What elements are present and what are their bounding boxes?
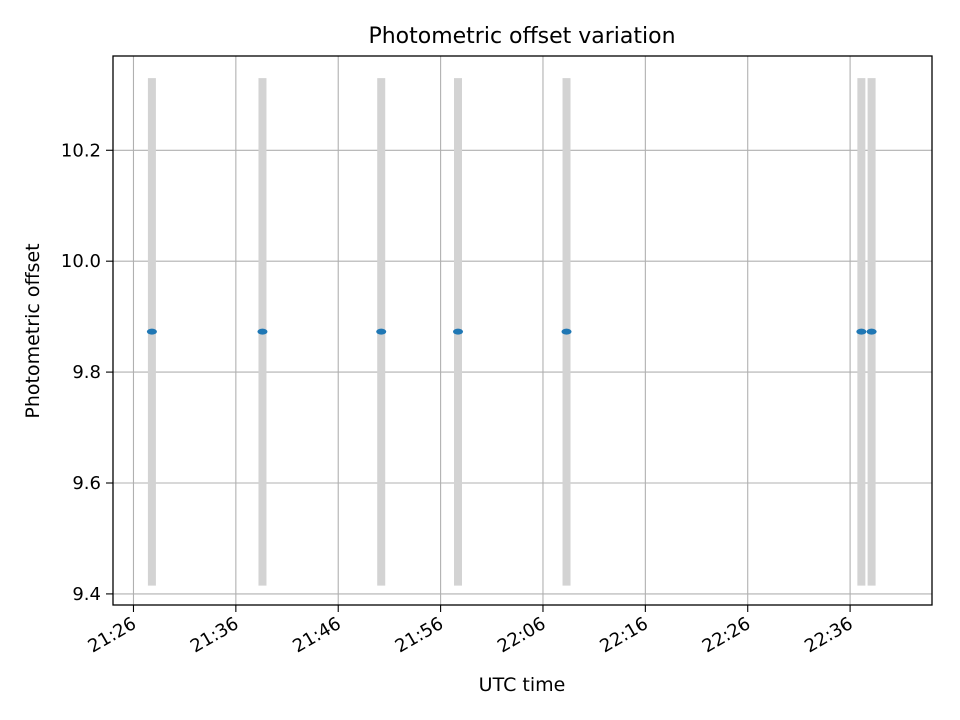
data-point <box>376 328 387 335</box>
plot-area-frame <box>112 55 933 606</box>
data-point <box>257 328 268 335</box>
y-tick-label: 10.0 <box>61 251 101 272</box>
x-tick-label: 21:46 <box>289 613 344 657</box>
y-tick-label: 10.2 <box>61 140 101 161</box>
x-tick-label: 21:56 <box>392 613 447 657</box>
x-axis-label: UTC time <box>479 674 566 696</box>
y-axis-ticks: 9.4 9.6 9.8 10.0 10.2 <box>61 140 113 605</box>
x-tick-label: 21:26 <box>85 613 140 657</box>
y-tick-label: 9.4 <box>72 584 101 605</box>
x-tick-label: 22:06 <box>494 613 549 657</box>
x-tick-label: 22:16 <box>596 613 651 657</box>
data-point <box>561 328 572 335</box>
y-axis-label: Photometric offset <box>22 243 44 418</box>
data-point <box>856 328 867 335</box>
data-point <box>146 328 157 335</box>
chart-title: Photometric offset variation <box>368 24 675 49</box>
x-tick-label: 21:36 <box>187 613 242 657</box>
y-tick-label: 9.8 <box>72 362 101 383</box>
data-point <box>453 328 464 335</box>
data-points <box>146 328 877 335</box>
y-tick-label: 9.6 <box>72 473 101 494</box>
data-point <box>866 328 877 335</box>
x-tick-label: 22:36 <box>801 613 856 657</box>
grid-lines <box>113 56 932 605</box>
x-tick-label: 22:26 <box>699 613 754 657</box>
x-axis-ticks: 21:26 21:36 21:46 21:56 22:06 22:16 22:26 22:36 <box>85 605 857 657</box>
